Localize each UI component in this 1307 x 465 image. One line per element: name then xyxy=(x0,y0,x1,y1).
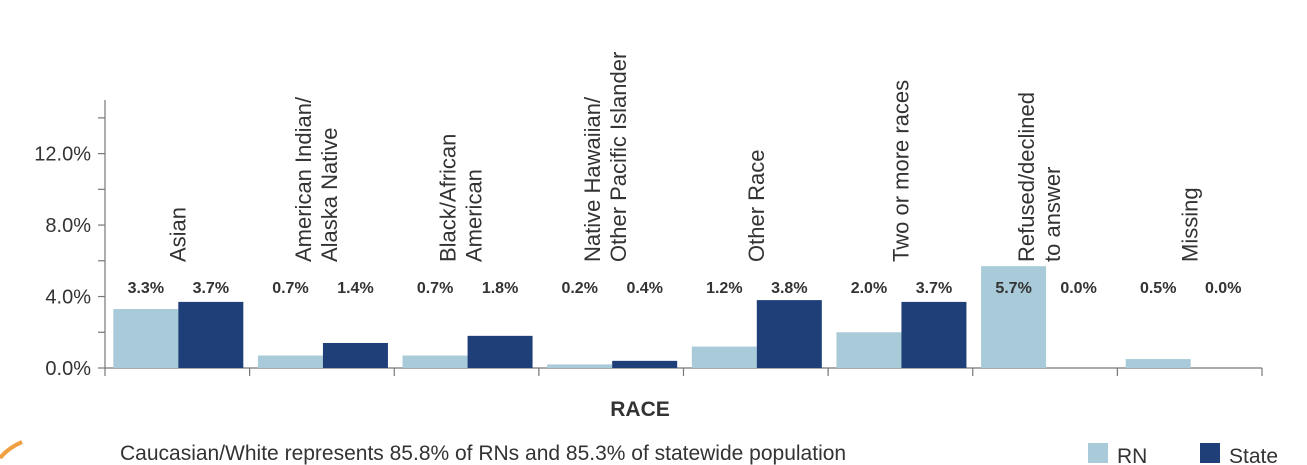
value-label: 3.3% xyxy=(128,280,164,297)
y-tick-label: 12.0% xyxy=(34,144,91,166)
bar xyxy=(836,332,902,368)
bar xyxy=(402,355,468,368)
legend-swatch xyxy=(1088,443,1108,463)
x-tick-label: Missing xyxy=(1178,187,1203,262)
x-tick-label: Refused/declinedto answer xyxy=(1014,92,1065,262)
y-tick-label: 4.0% xyxy=(45,287,91,309)
value-label: 0.7% xyxy=(272,280,308,297)
value-label: 0.4% xyxy=(626,280,662,297)
value-label: 1.4% xyxy=(337,280,373,297)
value-label: 0.7% xyxy=(417,280,453,297)
decoration xyxy=(0,440,23,460)
bar xyxy=(1125,359,1191,368)
y-tick-label: 8.0% xyxy=(45,215,91,237)
x-tick-label: Black/AfricanAmerican xyxy=(436,134,487,262)
bar xyxy=(322,342,388,368)
legend-swatch xyxy=(1200,443,1220,463)
bar xyxy=(178,301,244,368)
legend-label: RN xyxy=(1117,445,1147,465)
value-label: 3.7% xyxy=(193,280,229,297)
value-label: 1.8% xyxy=(482,280,518,297)
x-tick-label: Other Race xyxy=(744,150,769,263)
value-label: 3.7% xyxy=(916,280,952,297)
legend-label: State xyxy=(1229,445,1278,465)
x-tick-label: Two or more races xyxy=(888,80,913,262)
bar xyxy=(612,360,678,368)
bar xyxy=(257,355,323,368)
value-label: 0.5% xyxy=(1140,280,1176,297)
note: Caucasian/White represents 85.8% of RNs … xyxy=(120,442,846,465)
bar xyxy=(756,300,822,368)
bar xyxy=(901,301,967,368)
value-label: 2.0% xyxy=(851,280,887,297)
x-tick-label: Asian xyxy=(165,207,190,262)
y-tick-label: 0.0% xyxy=(45,358,91,380)
value-label: 0.2% xyxy=(561,280,597,297)
bar xyxy=(981,266,1047,368)
x-tick-label: Native Hawaiian/Other Pacific Islander xyxy=(580,52,631,262)
value-label: 1.2% xyxy=(706,280,742,297)
bar xyxy=(691,346,757,368)
value-label: 0.0% xyxy=(1060,280,1096,297)
value-label: 5.7% xyxy=(995,280,1031,297)
bar xyxy=(467,335,533,368)
value-label: 3.8% xyxy=(771,280,807,297)
x-tick-label: American Indian/Alaska Native xyxy=(291,96,342,262)
value-label: 0.0% xyxy=(1205,280,1241,297)
x-axis-title: RACE xyxy=(610,398,670,421)
bar xyxy=(113,309,179,368)
bar xyxy=(547,364,613,368)
